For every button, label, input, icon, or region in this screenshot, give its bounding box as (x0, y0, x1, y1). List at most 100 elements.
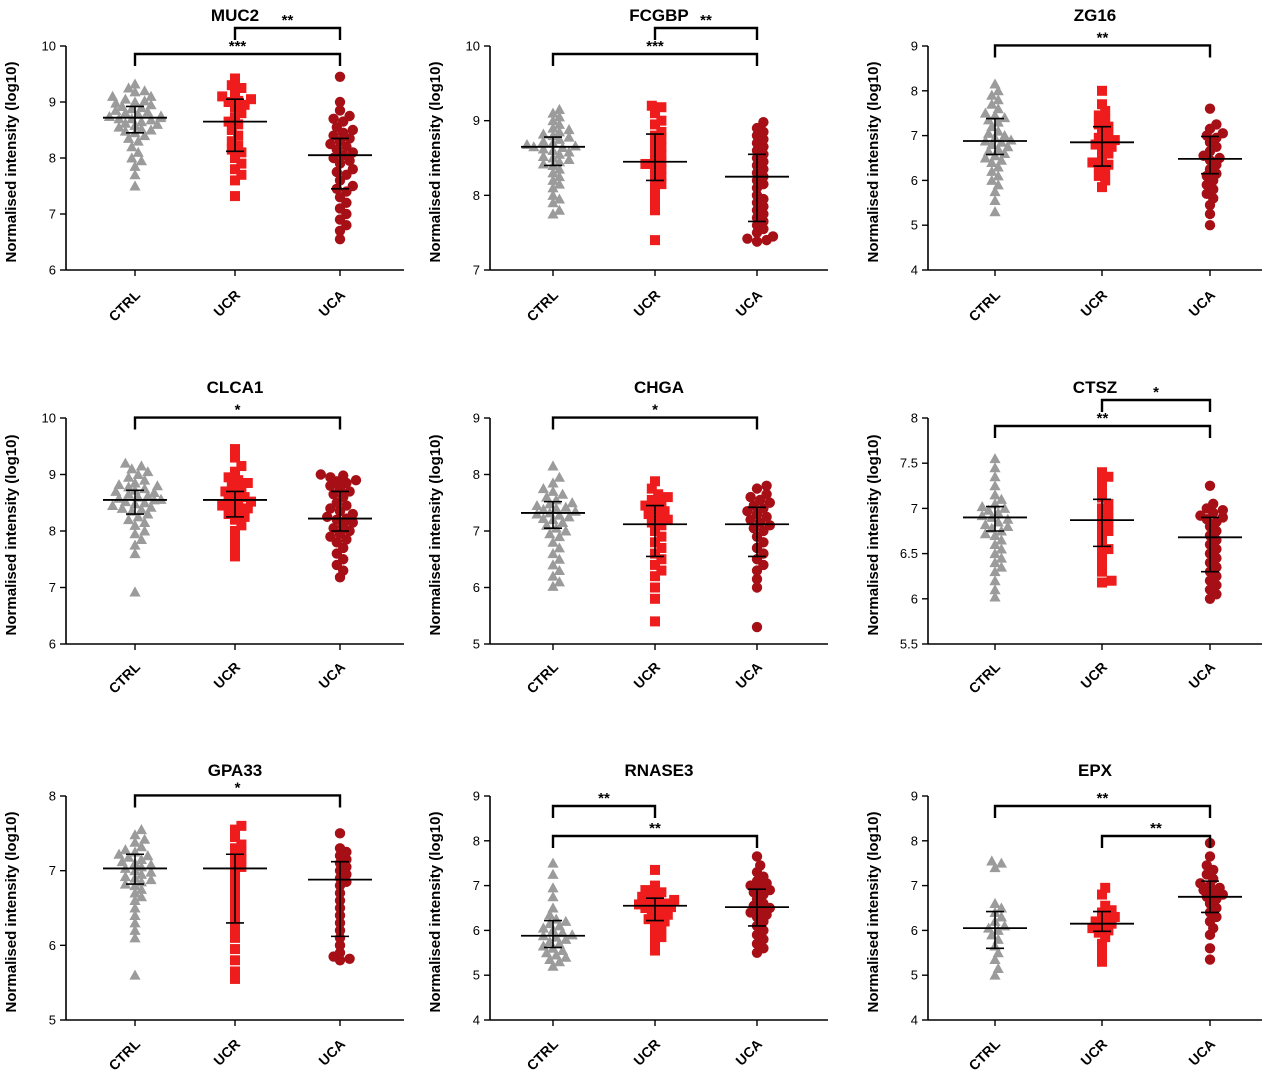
data-point-square (230, 534, 240, 545)
data-point-triangle (979, 152, 991, 163)
data-point-triangle (145, 99, 157, 110)
data-point-square (653, 911, 664, 922)
data-point-triangle (119, 878, 131, 889)
data-point-triangle (129, 829, 141, 840)
data-point-triangle (135, 116, 147, 127)
bracket-line (133, 416, 342, 430)
data-point-circle (347, 124, 358, 136)
data-point-square (239, 511, 250, 522)
data-point-triangle (989, 206, 1001, 217)
y-tick-label: 8 (911, 833, 918, 848)
data-point-triangle (566, 497, 578, 508)
data-point-triangle (135, 824, 147, 835)
data-point-triangle (992, 94, 1004, 105)
data-point-triangle (989, 194, 1001, 206)
panel-title: EPX (1078, 761, 1113, 780)
data-point-triangle (531, 499, 543, 511)
data-point-triangle (989, 489, 1001, 500)
data-point-triangle (989, 529, 1001, 540)
y-axis-label: Normalised intensity (log10) (427, 435, 444, 636)
data-point-triangle (989, 897, 1001, 908)
data-point-square (1097, 956, 1107, 967)
data-point-square (1097, 889, 1107, 900)
x-tick-label-uca: UCA (315, 1036, 348, 1069)
data-point-triangle (560, 525, 572, 536)
data-point-triangle (129, 969, 141, 980)
data-point-triangle (139, 130, 151, 141)
data-point-triangle (145, 859, 157, 870)
data-point-square (1097, 85, 1107, 96)
data-point-square (223, 509, 234, 520)
data-point-triangle (986, 89, 998, 100)
x-tick-label-ucr: UCR (1077, 287, 1110, 320)
data-point-triangle (557, 488, 569, 499)
data-point-triangle (119, 457, 131, 468)
data-point-circle (1217, 505, 1229, 516)
data-point-square (230, 832, 240, 843)
data-point-circle (764, 520, 775, 531)
data-point-square (650, 476, 660, 487)
data-point-square (650, 864, 660, 875)
data-point-triangle (989, 78, 1001, 89)
data-point-triangle (989, 480, 1001, 491)
data-point-triangle (986, 165, 998, 176)
data-point-triangle (537, 128, 549, 139)
data-point-triangle (995, 493, 1007, 504)
y-tick-label: 8 (49, 524, 56, 539)
y-tick-label: 6 (49, 938, 56, 953)
data-point-triangle (983, 145, 995, 156)
significance-bracket: * (133, 402, 342, 430)
y-tick-label: 6 (911, 591, 918, 606)
data-point-triangle (999, 502, 1011, 513)
data-point-square (643, 509, 654, 520)
data-point-triangle (989, 862, 1001, 873)
data-point-circle (761, 511, 772, 523)
data-point-square (1103, 498, 1114, 509)
x-tick-label-ucr: UCR (210, 287, 243, 320)
significance-bracket: ** (993, 410, 1212, 438)
data-point-triangle (123, 851, 135, 862)
y-tick-label: 9 (473, 789, 480, 804)
data-point-circle (334, 828, 346, 839)
data-point-triangle (986, 98, 998, 109)
y-tick-label: 6 (911, 173, 918, 188)
y-tick-label: 5 (911, 218, 918, 233)
data-point-triangle (129, 86, 141, 97)
data-point-triangle (113, 848, 125, 859)
data-point-circle (1214, 882, 1225, 894)
data-point-square (226, 125, 237, 135)
data-point-triangle (129, 932, 141, 943)
data-point-circle (764, 497, 775, 508)
data-point-square (650, 616, 660, 627)
data-point-square (1103, 544, 1114, 555)
data-point-triangle (547, 960, 559, 971)
data-point-square (236, 483, 247, 494)
data-point-circle (334, 96, 346, 108)
data-point-square (1093, 132, 1104, 143)
data-point-triangle (557, 944, 569, 956)
data-point-triangle (547, 460, 559, 471)
data-point-square (220, 486, 231, 497)
x-tick-label-uca: UCA (315, 659, 348, 692)
data-point-circle (1217, 128, 1229, 139)
data-point-triangle (989, 566, 1001, 577)
significance-label: *** (646, 38, 664, 55)
y-tick-label: 6.5 (900, 546, 918, 561)
data-point-triangle (983, 504, 995, 515)
chart-panel-zg16: ZG16 Normalised intensity (log10) 4 5 6 7 8 9 CT… (865, 6, 1262, 325)
data-point-triangle (1002, 141, 1014, 152)
significance-bracket: * (133, 779, 342, 808)
data-point-square (646, 889, 657, 900)
significance-label: ** (1097, 410, 1109, 427)
data-point-triangle (547, 485, 559, 496)
chart-panel-ctsz: CTSZ Normalised intensity (log10) 5.5 6 6.5 7… (865, 378, 1262, 697)
significance-label: * (652, 402, 658, 419)
data-point-circle (325, 138, 336, 150)
data-point-square (1106, 575, 1117, 586)
data-point-square (233, 140, 244, 151)
data-point-circle (1217, 512, 1229, 523)
y-tick-label: 6 (473, 923, 480, 938)
series-ctrl (963, 453, 1027, 602)
data-point-square (236, 861, 247, 872)
data-point-circle (751, 236, 763, 247)
